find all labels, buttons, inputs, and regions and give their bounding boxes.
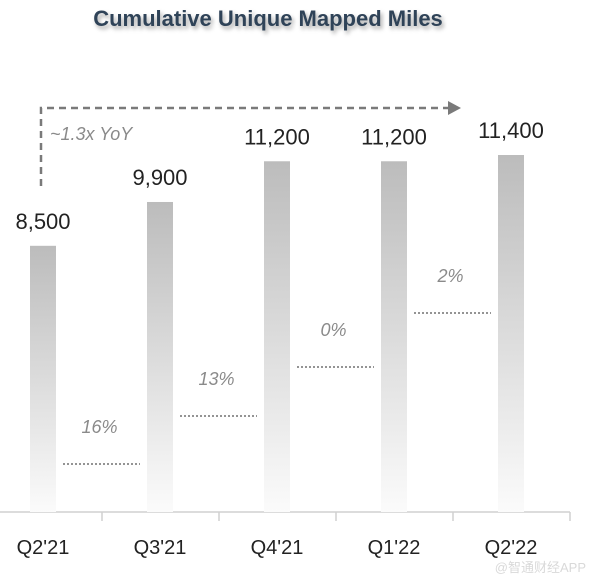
- growth-label-3: 2%: [436, 266, 463, 286]
- bar-Q2'21: [30, 245, 56, 512]
- bar-Q1'22: [381, 161, 407, 512]
- category-label-3: Q1'22: [368, 537, 421, 559]
- category-label-0: Q2'21: [17, 537, 70, 559]
- bar-Q4'21: [264, 161, 290, 512]
- growth-label-2: 0%: [320, 320, 346, 340]
- value-label-1: 9,900: [132, 165, 187, 190]
- watermark: @智通财经APP: [494, 560, 586, 575]
- growth-label-0: 16%: [81, 417, 117, 437]
- bar-Q2'22: [498, 155, 524, 512]
- yoy-annotation: ~1.3x YoY: [50, 124, 134, 144]
- yoy-arrow-head: [448, 101, 461, 115]
- chart-title: Cumulative Unique Mapped Miles: [93, 6, 443, 31]
- growth-label-1: 13%: [198, 369, 234, 389]
- value-label-0: 8,500: [15, 209, 70, 234]
- yoy-arrow-line: [39, 106, 450, 186]
- category-label-4: Q2'22: [485, 537, 538, 559]
- category-label-1: Q3'21: [134, 537, 187, 559]
- value-label-4: 11,400: [478, 118, 544, 143]
- value-label-3: 11,200: [361, 124, 427, 149]
- value-label-2: 11,200: [244, 124, 310, 149]
- category-label-2: Q4'21: [251, 537, 304, 559]
- bar-Q3'21: [147, 201, 173, 512]
